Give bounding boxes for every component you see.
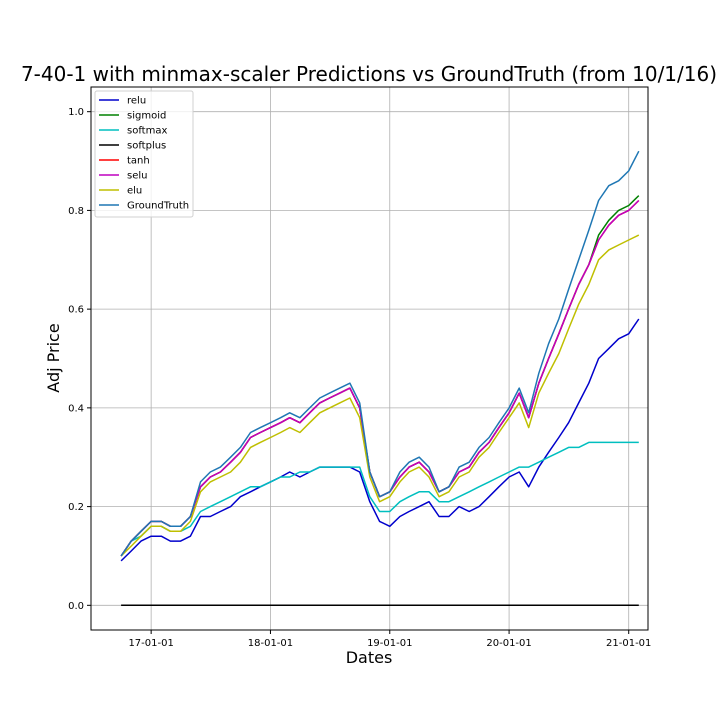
legend-label: tanh bbox=[127, 156, 150, 167]
series-line-elu bbox=[120, 234, 640, 557]
legend-box bbox=[94, 90, 194, 218]
series-line-selu bbox=[120, 199, 640, 557]
series-line-groundtruth bbox=[120, 150, 640, 557]
series-group bbox=[120, 150, 640, 607]
series-line-tanh bbox=[120, 199, 640, 557]
x-tick-label: 17-01-01 bbox=[128, 638, 173, 649]
legend-label: softplus bbox=[127, 141, 166, 152]
y-tick-label: 0.0 bbox=[68, 601, 84, 612]
series-line-softmax bbox=[120, 441, 639, 557]
x-tick-label: 21-01-01 bbox=[606, 638, 651, 649]
y-tick-label: 0.2 bbox=[68, 502, 84, 513]
y-axis-label: Adj Price bbox=[44, 323, 63, 392]
legend: relu sigmoid softmax softplus tanh selu elu Gro… bbox=[94, 90, 194, 218]
legend-label: elu bbox=[127, 186, 142, 197]
x-tick-label: 19-01-01 bbox=[367, 638, 412, 649]
x-axis-label: Dates bbox=[346, 648, 393, 667]
legend-label: sigmoid bbox=[127, 111, 166, 122]
legend-label: softmax bbox=[127, 126, 167, 137]
x-axis: 17-01-01 18-01-01 19-01-01 20-01-01 21-01-01 bbox=[128, 630, 651, 649]
plot-frame bbox=[90, 86, 649, 631]
legend-label: GroundTruth bbox=[127, 201, 189, 212]
y-tick-label: 0.4 bbox=[68, 403, 84, 414]
y-axis: 0.0 0.2 0.4 0.6 0.8 1.0 bbox=[68, 107, 91, 612]
y-tick-label: 0.6 bbox=[68, 305, 84, 316]
legend-label: relu bbox=[127, 96, 146, 107]
series-line-relu bbox=[120, 318, 640, 562]
x-tick-label: 20-01-01 bbox=[486, 638, 531, 649]
y-tick-label: 0.8 bbox=[68, 206, 84, 217]
x-tick-label: 18-01-01 bbox=[248, 638, 293, 649]
legend-label: selu bbox=[127, 171, 147, 182]
chart-title: 7-40-1 with minmax-scaler Predictions vs… bbox=[21, 62, 717, 86]
y-tick-label: 1.0 bbox=[68, 107, 84, 118]
